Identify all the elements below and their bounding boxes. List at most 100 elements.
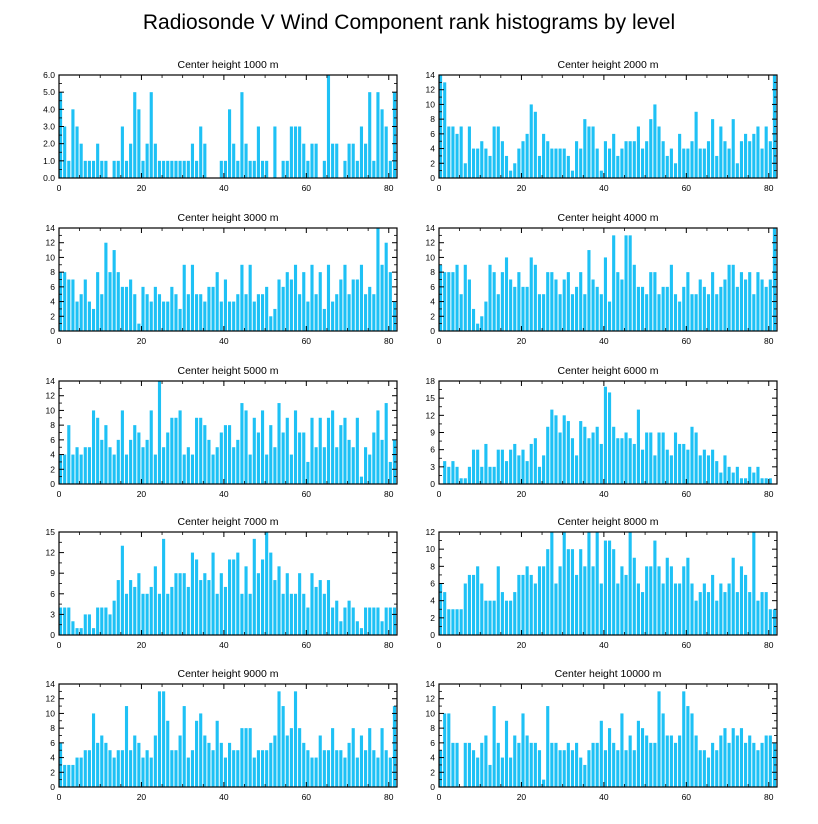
bar [260,410,265,484]
x-tick-label: 80 [384,640,394,650]
x-tick-label: 0 [57,183,62,193]
y-tick-label: 2 [430,767,435,777]
bar [451,461,455,484]
bar [298,432,302,484]
bar [211,454,215,484]
y-tick-label: 10 [426,99,436,109]
bar [170,417,174,484]
bar [517,742,521,787]
bar [100,439,104,484]
bar [153,286,157,331]
bar [496,294,500,331]
bar [546,549,550,635]
bar [678,133,682,178]
x-tick-label: 80 [764,792,774,802]
y-tick-label: 0 [430,479,435,489]
bar [620,566,624,635]
bar [575,286,579,331]
bar [517,574,521,635]
bar [137,109,141,178]
bar [236,552,240,635]
bar [162,447,166,484]
x-tick-label: 20 [137,640,147,650]
bar [83,160,87,178]
bar [698,750,702,787]
bar [108,750,112,787]
bar [104,742,108,787]
bar [554,148,558,178]
bar [215,447,219,484]
bar [719,472,723,484]
bar [355,417,359,484]
bar [748,272,752,331]
bar [153,454,157,484]
y-tick-label: 14 [46,376,56,386]
bar [768,141,772,178]
bar [281,593,285,635]
bar [355,160,359,178]
bar [686,148,690,178]
bar [104,242,108,331]
bar [67,607,71,635]
bar [599,294,603,331]
bar [174,417,178,484]
bar [145,750,149,787]
panel-title: Center height 10000 m [555,668,662,680]
bar [653,455,657,484]
bar [455,466,459,484]
bar [380,109,384,178]
bar [748,735,752,787]
x-tick-label: 40 [219,489,229,499]
bar [96,417,100,484]
bar [764,735,768,787]
bar [471,148,476,178]
bar [542,566,546,635]
bar [388,160,392,178]
bar [223,160,227,178]
bar [318,272,322,331]
bar [124,286,129,331]
y-tick-label: 3 [430,462,435,472]
bar [120,545,124,635]
bar [608,392,612,484]
y-tick-label: 8 [430,114,435,124]
y-tick-label: 4 [430,596,435,606]
bar [87,750,91,787]
bar [706,141,711,178]
y-tick-label: 8 [50,267,55,277]
bar [764,286,768,331]
panel-title: Center height 8000 m [558,516,659,528]
x-tick-label: 60 [682,183,692,193]
bar [174,160,178,178]
bar [624,574,628,635]
bar [731,472,735,484]
bar [199,126,203,178]
bar [566,549,570,635]
bar [669,735,673,787]
bar [550,148,554,178]
bar [380,264,384,331]
bar [591,126,595,178]
bar [570,438,575,484]
y-tick-label: 12 [426,85,436,95]
bar [335,447,339,484]
bar [112,250,116,331]
bar [223,279,227,331]
bar [351,279,355,331]
bar [463,163,467,178]
bar [129,279,133,331]
y-tick-label: 8 [430,723,435,733]
bar [170,586,174,635]
bar [459,609,463,635]
bar [186,160,190,178]
bar [343,417,347,484]
chart-panel: Center height 10000 m 0 2 4 6 8 10 12 14 0 20 40 60 8… [426,668,778,802]
x-tick-label: 80 [384,792,394,802]
bar [443,82,447,178]
bar [756,126,760,178]
bar [380,728,384,787]
bar [719,735,723,787]
bar [698,279,702,331]
bar [326,264,331,331]
